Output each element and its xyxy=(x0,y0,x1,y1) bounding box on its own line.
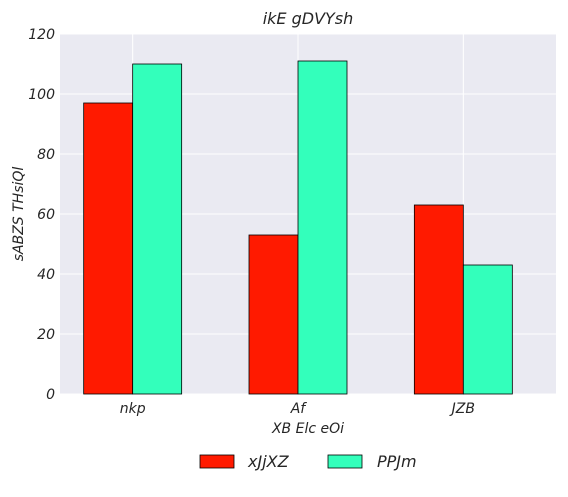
x-tick-labels: nkp Af JZB xyxy=(120,401,475,417)
legend-label-series-1: xJjXZ xyxy=(247,452,290,471)
y-tick-label: 80 xyxy=(37,147,55,163)
x-tick-label: nkp xyxy=(120,401,146,417)
y-tick-label: 60 xyxy=(37,207,55,223)
legend-label-series-2: PPJm xyxy=(377,452,417,471)
x-tick-label: Af xyxy=(290,401,308,417)
y-tick-label: 0 xyxy=(46,387,55,403)
y-tick-label: 120 xyxy=(28,27,55,43)
y-tick-label: 40 xyxy=(37,267,55,283)
y-tick-label: 20 xyxy=(37,327,55,343)
x-tick-label: JZB xyxy=(449,401,475,417)
bars xyxy=(83,60,513,395)
legend: xJjXZ PPJm xyxy=(199,452,417,471)
legend-swatch-series-2 xyxy=(327,454,363,469)
y-tick-label: 100 xyxy=(28,87,55,103)
y-tick-labels: 0 20 40 60 80 100 120 xyxy=(28,27,55,403)
bar-PPJm-Af xyxy=(297,60,348,395)
bar-PPJm-JZB xyxy=(462,264,513,395)
y-axis-label: sABZS THsiQl xyxy=(11,167,27,262)
chart-title: ikE gDVYsh xyxy=(263,9,354,28)
legend-swatch-series-1 xyxy=(199,454,235,469)
bar-PPJm-nkp xyxy=(132,63,183,395)
bar-xJjXZ-nkp xyxy=(83,102,134,395)
bar-xJjXZ-Af xyxy=(248,234,299,395)
bar-xJjXZ-JZB xyxy=(413,204,464,395)
x-axis-label: XB Elc eOi xyxy=(271,421,344,437)
